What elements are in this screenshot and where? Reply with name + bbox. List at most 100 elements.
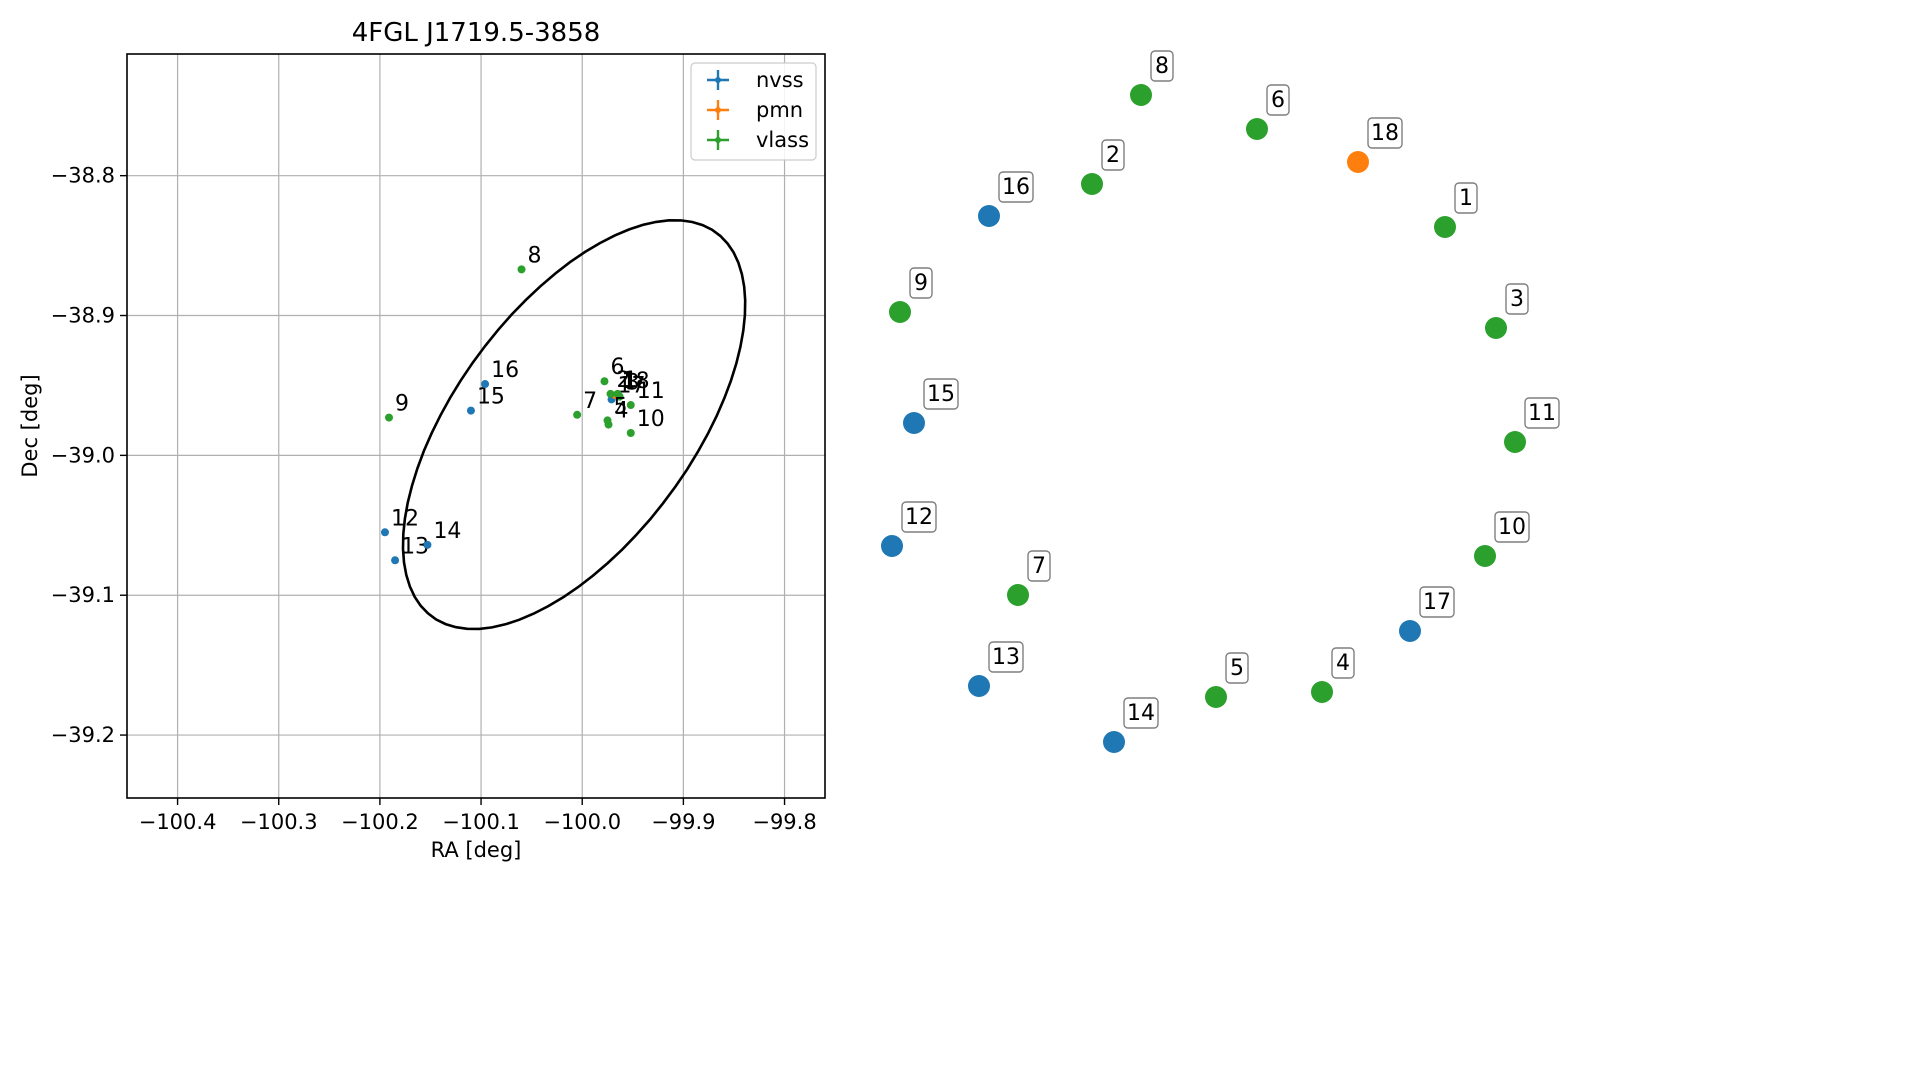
- y-axis-label: Dec [deg]: [18, 374, 42, 477]
- node-9: [889, 301, 911, 323]
- vlass-point-5: [603, 416, 612, 425]
- node-label-10: 10: [1498, 515, 1526, 540]
- node-label-box-2: [1101, 139, 1125, 171]
- node-label-12: 12: [905, 505, 933, 530]
- legend: nvss pmn vlass: [690, 62, 817, 161]
- legend-entry-nvss: nvss: [707, 68, 804, 92]
- legend-label-vlass: vlass: [756, 128, 809, 152]
- node-15: [903, 412, 925, 434]
- point-label-8: 8: [528, 243, 542, 268]
- node-label-1: 1: [1459, 186, 1473, 211]
- x-axis-label: RA [deg]: [431, 838, 522, 862]
- node-10: [1474, 545, 1496, 567]
- node-label-box-4: [1331, 647, 1355, 679]
- y-tick-label: −38.8: [51, 164, 115, 188]
- x-tick-label: −100.3: [240, 810, 318, 834]
- vlass-point-6: [600, 377, 609, 386]
- x-tick-label: −100.1: [442, 810, 520, 834]
- node-label-14: 14: [1127, 701, 1155, 726]
- point-label-15: 15: [477, 385, 505, 410]
- node-18: [1347, 151, 1369, 173]
- node-17: [1399, 620, 1421, 642]
- point-label-9: 9: [395, 392, 409, 417]
- grid: [127, 54, 825, 798]
- node-1: [1434, 216, 1456, 238]
- node-label-box-13: [988, 641, 1024, 673]
- node-label-16: 16: [1002, 175, 1030, 200]
- node-label-box-14: [1123, 697, 1159, 729]
- point-label-2: 2: [617, 368, 631, 393]
- point-label-14: 14: [433, 519, 461, 544]
- node-2: [1081, 173, 1103, 195]
- point-label-7: 7: [583, 389, 597, 414]
- node-4: [1311, 681, 1333, 703]
- vlass-point-9: [385, 413, 394, 422]
- node-3: [1485, 317, 1507, 339]
- point-label-11: 11: [637, 379, 665, 404]
- legend-label-nvss: nvss: [756, 68, 804, 92]
- node-16: [978, 205, 1000, 227]
- node-label-17: 17: [1423, 590, 1451, 615]
- node-label-11: 11: [1528, 401, 1556, 426]
- x-tick-label: −100.2: [341, 810, 419, 834]
- node-label-box-15: [923, 378, 959, 410]
- chart-title: 4FGL J1719.5-3858: [352, 18, 601, 48]
- node-label-13: 13: [992, 645, 1020, 670]
- node-label-8: 8: [1155, 54, 1169, 79]
- x-tick-label: −99.9: [651, 810, 715, 834]
- nvss-point-16: [481, 380, 490, 389]
- y-tick-label: −38.9: [51, 304, 115, 328]
- point-label-3: 3: [626, 371, 640, 396]
- node-label-7: 7: [1032, 554, 1046, 579]
- node-label-box-3: [1505, 283, 1529, 315]
- x-tick-label: −100.0: [543, 810, 621, 834]
- node-label-18: 18: [1371, 121, 1399, 146]
- node-label-box-7: [1027, 550, 1051, 582]
- node-label-15: 15: [927, 382, 955, 407]
- point-label-5: 5: [614, 394, 628, 419]
- y-tick-label: −39.1: [51, 583, 115, 607]
- plot-frame: [126, 53, 826, 799]
- vlass-point-7: [573, 410, 582, 419]
- node-label-box-12: [901, 501, 937, 533]
- node-7: [1007, 584, 1029, 606]
- node-label-5: 5: [1230, 656, 1244, 681]
- vlass-point-2: [606, 389, 615, 398]
- legend-entry-vlass: vlass: [707, 128, 809, 152]
- legend-box: [690, 62, 817, 161]
- node-label-box-1: [1454, 182, 1478, 214]
- node-5: [1205, 686, 1227, 708]
- node-label-box-16: [998, 171, 1034, 203]
- x-tick-label: −100.4: [139, 810, 217, 834]
- node-label-4: 4: [1336, 651, 1350, 676]
- node-14: [1103, 731, 1125, 753]
- node-11: [1504, 431, 1526, 453]
- node-label-box-11: [1524, 397, 1560, 429]
- node-13: [968, 675, 990, 697]
- vlass-point-8: [517, 265, 526, 274]
- ticks: −100.4 −100.3 −100.2 −100.1 −100.0 −99.9 −99.8…: [51, 164, 817, 834]
- point-label-1: 1: [624, 368, 638, 393]
- point-label-4: 4: [615, 399, 629, 424]
- node-label-box-5: [1225, 652, 1249, 684]
- node-6: [1246, 118, 1268, 140]
- node-label-box-17: [1419, 586, 1455, 618]
- point-label-12: 12: [391, 506, 419, 531]
- vlass-point-3: [615, 392, 624, 401]
- node-label-9: 9: [914, 271, 928, 296]
- node-label-box-8: [1150, 50, 1174, 82]
- node-label-6: 6: [1271, 88, 1285, 113]
- node-label-box-6: [1266, 84, 1290, 116]
- node-label-box-18: [1367, 117, 1403, 149]
- vlass-point-10: [626, 428, 635, 437]
- nvss-point-15: [466, 406, 475, 415]
- vlass-point-11: [626, 401, 635, 410]
- node-label-2: 2: [1106, 143, 1120, 168]
- point-label-6: 6: [610, 355, 624, 380]
- y-tick-label: −39.0: [51, 443, 115, 467]
- nvss-point-13: [391, 556, 400, 565]
- nvss-point-12: [380, 528, 389, 537]
